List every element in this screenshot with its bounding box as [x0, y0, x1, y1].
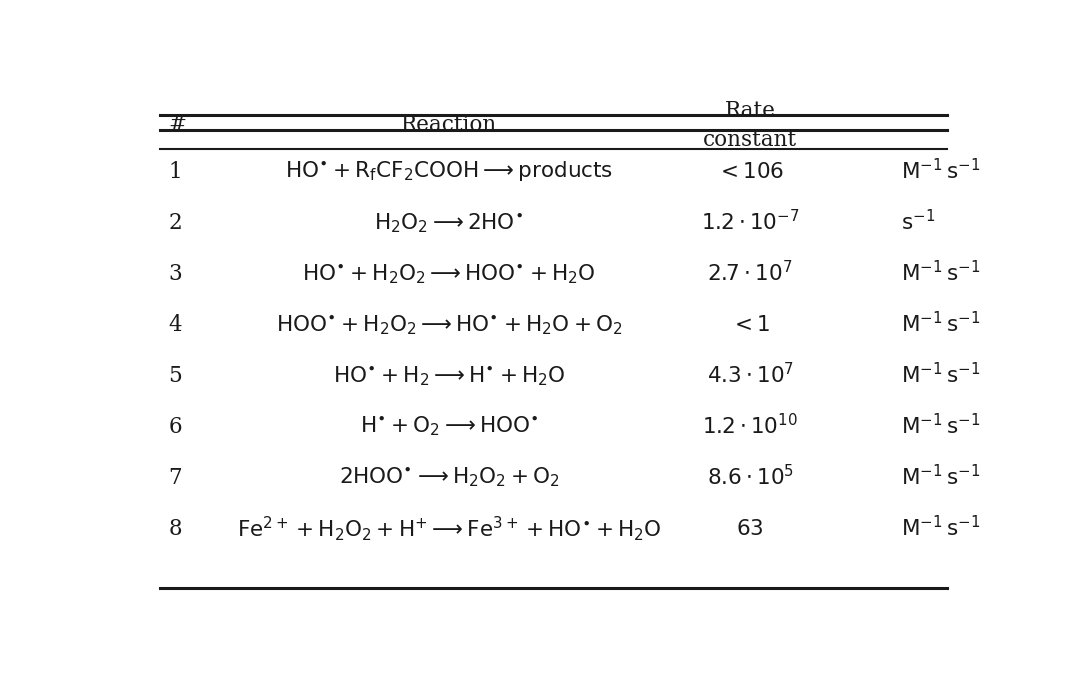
Text: $\mathrm{Fe^{2+} + H_2O_2 + H^{+} \longrightarrow Fe^{3+} + HO^{\bullet} + H_2O}: $\mathrm{Fe^{2+} + H_2O_2 + H^{+} \longr… — [237, 514, 661, 543]
Text: $\mathrm{s^{-1}}$: $\mathrm{s^{-1}}$ — [901, 211, 935, 236]
Text: $\mathrm{M^{-1}\,s^{-1}}$: $\mathrm{M^{-1}\,s^{-1}}$ — [901, 261, 980, 286]
Text: #: # — [168, 114, 187, 136]
Text: $<106$: $<106$ — [716, 161, 784, 183]
Text: $1.2 \cdot 10^{-7}$: $1.2 \cdot 10^{-7}$ — [701, 211, 799, 236]
Text: $2.7 \cdot 10^{7}$: $2.7 \cdot 10^{7}$ — [707, 261, 793, 286]
Text: $\mathrm{M^{-1}\,s^{-1}}$: $\mathrm{M^{-1}\,s^{-1}}$ — [901, 465, 980, 490]
Text: $\mathrm{M^{-1}\,s^{-1}}$: $\mathrm{M^{-1}\,s^{-1}}$ — [901, 414, 980, 439]
Text: 5: 5 — [168, 364, 183, 387]
Text: $\mathrm{H^{\bullet} + O_2 \longrightarrow HOO^{\bullet}}$: $\mathrm{H^{\bullet} + O_2 \longrightarr… — [360, 414, 538, 439]
Text: $\mathrm{M^{-1}\,s^{-1}}$: $\mathrm{M^{-1}\,s^{-1}}$ — [901, 516, 980, 541]
Text: $\mathrm{M^{-1}\,s^{-1}}$: $\mathrm{M^{-1}\,s^{-1}}$ — [901, 363, 980, 388]
Text: $\mathrm{HO^{\bullet} + R_fCF_2COOH \longrightarrow products}$: $\mathrm{HO^{\bullet} + R_fCF_2COOH \lon… — [285, 160, 613, 184]
Text: $< 1$: $< 1$ — [730, 314, 770, 335]
Text: 4: 4 — [168, 314, 183, 335]
Text: Reaction: Reaction — [401, 114, 497, 136]
Text: $\mathrm{2HOO^{\bullet} \longrightarrow H_2O_2 + O_2}$: $\mathrm{2HOO^{\bullet} \longrightarrow … — [338, 466, 559, 489]
Text: 3: 3 — [168, 263, 183, 285]
Text: $\mathrm{HO^{\bullet} + H_2 \longrightarrow H^{\bullet} + H_2O}$: $\mathrm{HO^{\bullet} + H_2 \longrightar… — [333, 364, 565, 387]
Text: $1.2 \cdot 10^{10}$: $1.2 \cdot 10^{10}$ — [702, 414, 798, 439]
Text: $63$: $63$ — [737, 518, 764, 539]
Text: $\mathrm{M^{-1}\,s^{-1}}$: $\mathrm{M^{-1}\,s^{-1}}$ — [901, 312, 980, 338]
Text: $4.3 \cdot 10^{7}$: $4.3 \cdot 10^{7}$ — [706, 363, 794, 388]
Text: 8: 8 — [168, 518, 183, 539]
Text: Rate
constant: Rate constant — [703, 100, 797, 151]
Text: 1: 1 — [168, 161, 183, 183]
Text: 7: 7 — [168, 466, 183, 489]
Text: $\mathrm{M^{-1}\,s^{-1}}$: $\mathrm{M^{-1}\,s^{-1}}$ — [901, 159, 980, 184]
Text: $\mathrm{H_2O_2 \longrightarrow 2HO^{\bullet}}$: $\mathrm{H_2O_2 \longrightarrow 2HO^{\bu… — [375, 211, 524, 235]
Text: $8.6 \cdot 10^{5}$: $8.6 \cdot 10^{5}$ — [706, 465, 794, 490]
Text: 6: 6 — [168, 416, 183, 437]
Text: $\mathrm{HO^{\bullet} + H_2O_2 \longrightarrow HOO^{\bullet} + H_2O}$: $\mathrm{HO^{\bullet} + H_2O_2 \longrigh… — [302, 262, 596, 286]
Text: 2: 2 — [168, 212, 183, 234]
Text: $\mathrm{HOO^{\bullet} + H_2O_2 \longrightarrow HO^{\bullet} + H_2O + O_2}$: $\mathrm{HOO^{\bullet} + H_2O_2 \longrig… — [275, 313, 622, 337]
